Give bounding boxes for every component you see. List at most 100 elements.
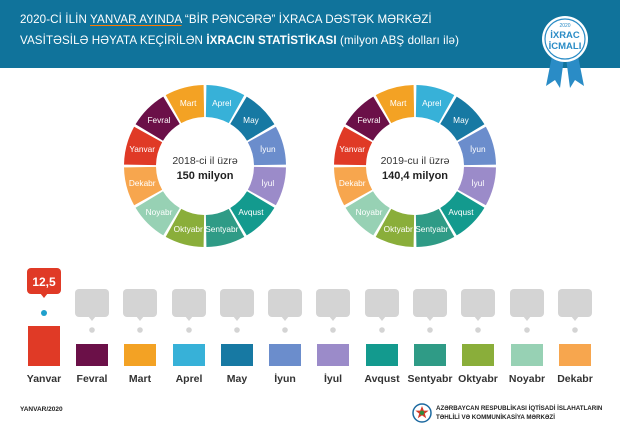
bar-2-marker xyxy=(89,327,95,333)
bar-12-marker xyxy=(572,327,578,333)
donut-1-label-10: Oktyabr xyxy=(174,224,203,234)
bar-11-marker xyxy=(524,327,530,333)
bar-4-category-label: Aprel xyxy=(176,373,203,385)
bar-7-marker xyxy=(330,327,336,333)
bar-9-placeholder-pointer xyxy=(426,316,434,321)
donut-2-slice-4 xyxy=(415,85,455,124)
bar-11-category-label: Noyabr xyxy=(509,373,545,385)
donut-1-slice-9 xyxy=(205,208,245,247)
donut-2-label-2: Fevral xyxy=(357,115,380,125)
org-name-line-2: TƏHLİLİ VƏ KOMMUNİKASİYA MƏRKƏZİ xyxy=(436,414,555,421)
donut-1-title: 2018-ci il üzrə xyxy=(172,155,238,167)
bar-8-base xyxy=(366,344,398,366)
bar-11-placeholder xyxy=(510,289,544,317)
bar-4-placeholder-pointer xyxy=(185,316,193,321)
donut-1-hole xyxy=(157,118,253,214)
bar-column-9: Sentyabr xyxy=(408,289,453,385)
bar-8-category-label: Avqust xyxy=(364,373,400,385)
monthly-donut-charts: AprelMayİyunİyulAvqustSentyabrOktyabrNoy… xyxy=(124,85,496,247)
bar-column-3: Mart xyxy=(123,289,157,385)
donut-1-label-8: Avqust xyxy=(238,207,264,217)
bar-4-marker xyxy=(186,327,192,333)
badge-ribbon-left xyxy=(546,56,564,88)
bar-6-placeholder xyxy=(268,289,302,317)
bar-1 xyxy=(28,326,60,366)
bar-10-base xyxy=(462,344,494,366)
donut-2-label-1: Yanvar xyxy=(339,144,365,154)
bar-3-base xyxy=(124,344,156,366)
donut-2-slice-8 xyxy=(440,191,485,236)
donut-chart-1: Aprel May İyun İyul AvqustSentyabrOktyabrNoy… xyxy=(124,85,286,247)
bar-5-base xyxy=(221,344,253,366)
donut-2-slice-1 xyxy=(334,126,373,166)
donut-2-label-8: Avqust xyxy=(448,207,474,217)
bar-12-category-label: Dekabr xyxy=(557,373,593,385)
bar-5-placeholder xyxy=(220,289,254,317)
donut-1-label-1: Yanvar xyxy=(129,144,155,154)
donut-chart-2: Aprel May İyun İyul AvqustSentyabrOktyabrNoy… xyxy=(334,85,496,247)
bar-column-4: Aprel xyxy=(172,289,206,385)
bar-11-base xyxy=(511,344,543,366)
donut-2-label-6: İyun xyxy=(470,144,486,154)
bar-2-base xyxy=(76,344,108,366)
organization-logo: AZƏRBAYCAN RESPUBLİKASI İQTİSADİ İSLAHAT… xyxy=(412,402,604,424)
bar-7-category-label: İyul xyxy=(324,372,342,385)
donut-2-label-7: İyul xyxy=(471,178,484,188)
donut-1-slice-5 xyxy=(230,96,275,141)
donut-2-label-11: Noyabr xyxy=(356,207,383,217)
badge-inner-ring xyxy=(544,18,586,60)
bar-9-placeholder xyxy=(413,289,447,317)
bar-7-placeholder-pointer xyxy=(329,316,337,321)
donut-2-label-12: Dekabr xyxy=(339,178,366,188)
bar-3-category-label: Mart xyxy=(129,373,152,385)
donut-1-total: 150 milyon xyxy=(177,170,234,182)
badge-line2: İCMALI xyxy=(549,41,582,52)
donut-1-label-5: May xyxy=(243,115,260,125)
bar-6-base xyxy=(269,344,301,366)
donut-1-label-9: Sentyabr xyxy=(205,224,238,234)
bar-10-placeholder xyxy=(461,289,495,317)
bar-2-placeholder-pointer xyxy=(88,316,96,321)
bar-column-12: Dekabr xyxy=(557,289,593,385)
bar-10-placeholder-pointer xyxy=(474,316,482,321)
donut-1-label-3: Mart xyxy=(180,98,197,108)
donut-2-slice-12 xyxy=(334,166,373,206)
bar-11-placeholder-pointer xyxy=(523,316,531,321)
header-title-line-1: 2020-Cİ İLİN YANVAR AYINDA “BİR PƏNCƏRƏ”… xyxy=(20,13,432,26)
bar-1-value-label: 12,5 xyxy=(32,275,56,289)
bar-3-placeholder-pointer xyxy=(136,316,144,321)
donut-2-label-3: Mart xyxy=(390,98,407,108)
donut-1-slice-6 xyxy=(247,126,286,166)
donut-2-label-10: Oktyabr xyxy=(384,224,413,234)
bar-1-marker xyxy=(41,310,47,316)
bar-6-placeholder-pointer xyxy=(281,316,289,321)
donut-1-slice-10 xyxy=(165,208,205,247)
donut-1-label-12: Dekabr xyxy=(129,178,156,188)
monthly-bar-chart: 12,5 Yanvar Fevral Mart Aprel May İyun İyul Avqu… xyxy=(27,268,593,385)
donut-2-label-9: Sentyabr xyxy=(415,224,448,234)
bar-6-marker xyxy=(282,327,288,333)
bar-12-base xyxy=(559,344,591,366)
bar-10-marker xyxy=(475,327,481,333)
bar-8-placeholder xyxy=(365,289,399,317)
donut-2-slice-9 xyxy=(415,208,455,247)
footer-date: YANVAR/2020 xyxy=(20,406,63,413)
bar-column-6: İyun xyxy=(268,289,302,385)
bar-column-10: Oktyabr xyxy=(458,289,498,385)
highlight-month: YANVAR AYINDA xyxy=(90,13,182,26)
bar-column-5: May xyxy=(220,289,254,385)
donut-2-slice-11 xyxy=(345,191,390,236)
badge-line1: İXRAC xyxy=(550,30,580,41)
bar-1-callout-pointer xyxy=(40,293,48,298)
bar-3-marker xyxy=(137,327,143,333)
bar-8-marker xyxy=(379,327,385,333)
bar-column-8: Avqust xyxy=(364,289,400,385)
bar-12-placeholder-pointer xyxy=(571,316,579,321)
donut-1-label-7: İyul xyxy=(261,178,274,188)
org-name-line-1: AZƏRBAYCAN RESPUBLİKASI İQTİSADİ İSLAHAT… xyxy=(436,405,603,412)
bar-9-category-label: Sentyabr xyxy=(408,373,453,385)
donut-2-slice-5 xyxy=(440,96,485,141)
donut-2-label-4: Aprel xyxy=(422,98,442,108)
bar-5-category-label: May xyxy=(227,373,248,385)
donut-1-label-11: Noyabr xyxy=(146,207,173,217)
